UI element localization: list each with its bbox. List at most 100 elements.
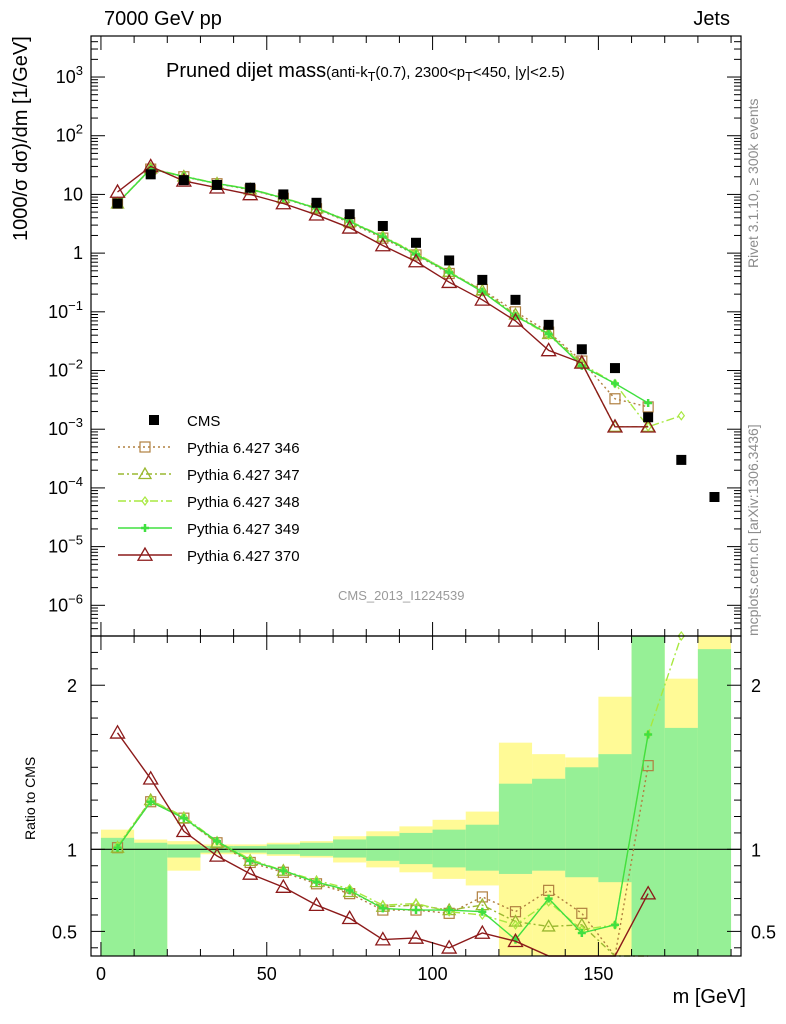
ratio-band-green (432, 829, 466, 868)
x-tick-label: 150 (583, 964, 613, 984)
series-4-ratio-point (441, 939, 458, 954)
ratio-band-green (167, 844, 201, 858)
ratio-uncertainty-bands (100, 636, 732, 956)
series-3-point (610, 379, 619, 388)
series-0-ratio-point (476, 891, 488, 903)
ratio-band-green (465, 824, 499, 871)
series-3-ratio-point (478, 907, 487, 916)
legend-marker-0 (139, 441, 151, 453)
ratio-band-green (598, 754, 632, 883)
series-2-ratio-point (511, 919, 520, 930)
ratio-band-green (697, 649, 732, 956)
legend-marker-2 (141, 496, 149, 506)
series-4-point (374, 237, 391, 252)
cms-data-point (676, 454, 687, 465)
series-4-point (606, 418, 624, 433)
cms-data-point (510, 294, 521, 305)
series-4-ratio-point (341, 909, 358, 925)
series-4-ratio-point (275, 878, 292, 893)
header-collision-label: 7000 GeV pp (104, 8, 222, 30)
ratio-band-green (565, 767, 599, 878)
series-4-ratio-point (507, 932, 524, 948)
ratio-tick-label: 0.5 (52, 922, 77, 942)
ratio-band-green (333, 839, 367, 858)
y-tick-label: 1 (73, 243, 83, 263)
source-info: mcplots.cern.ch [arXiv:1306.3436] (745, 424, 761, 636)
series-4-ratio-point (640, 885, 657, 900)
series-3-point (544, 329, 553, 338)
series-3-ratio-point (113, 843, 122, 852)
series-2-line (116, 167, 682, 428)
ratio-band-green (631, 636, 665, 956)
series-3-ratio-point (345, 886, 354, 895)
x-axis-label: m [GeV] (672, 986, 746, 1008)
series-0-line (116, 168, 649, 408)
legend-marker-3 (141, 524, 149, 532)
generator-info: Rivet 3.1.10, ≥ 300k events (745, 98, 761, 268)
series-3-point (644, 398, 653, 407)
series-4-ratio-point (175, 822, 192, 838)
series-4-point (640, 418, 657, 433)
cms-data-point (311, 197, 322, 208)
series-4-ratio-point (308, 896, 325, 912)
cms-data-point (377, 220, 388, 231)
y-tick-label: 102 (56, 122, 83, 146)
series-4-point (242, 186, 259, 201)
ratio-band-green (366, 836, 400, 861)
series-4-point (308, 206, 325, 221)
series-3-ratio-point (577, 929, 586, 938)
series-1-line (116, 167, 649, 428)
series-3-ratio-point (312, 878, 321, 887)
ratio-band-green (100, 837, 135, 956)
series-3-ratio-point (544, 894, 553, 903)
series-4-ratio-point (374, 931, 391, 946)
cms-data-point (344, 209, 355, 220)
ratio-tick-label-right: 1 (751, 840, 761, 860)
series-4-ratio-point (142, 770, 159, 785)
series-4-point (109, 183, 126, 198)
cms-data-point (145, 169, 156, 180)
series-4-point (474, 291, 491, 306)
cms-data-point (709, 492, 720, 503)
series-4-line (117, 165, 649, 428)
y-tick-label: 10−6 (48, 591, 83, 615)
legend-label-1: Pythia 6.427 347 (187, 467, 300, 484)
x-tick-label: 50 (257, 964, 277, 984)
legend-label-0: Pythia 6.427 346 (187, 440, 300, 457)
series-3-ratio-point (412, 906, 420, 915)
axes: 0 50 100 15010310210110−110−210−310−410−510… (48, 35, 776, 984)
cms-data-point (609, 363, 620, 374)
cms-data-point (212, 179, 223, 190)
legend-marker-4 (136, 546, 154, 561)
series-3-ratio-point (146, 797, 155, 806)
ratio-tick-label-right: 0.5 (751, 922, 776, 942)
series-3-ratio-point (610, 920, 619, 929)
cms-data-point (411, 237, 421, 248)
x-tick-label: 100 (418, 964, 448, 984)
y-tick-label: 10−4 (48, 474, 83, 498)
ratio-frame (90, 635, 742, 957)
cms-data-point (576, 344, 587, 355)
y-tick-label: 10−5 (48, 533, 83, 557)
chart-title: Pruned dijet mass(anti-kT(0.7), 2300<pT<… (166, 60, 565, 84)
series-2-point (677, 410, 686, 421)
analysis-watermark: CMS_2013_I1224539 (338, 588, 465, 603)
series-4-point (341, 219, 358, 234)
cms-data-points (112, 169, 720, 503)
legend-label-3: Pythia 6.427 349 (187, 521, 300, 538)
ratio-tick-label: 2 (67, 676, 77, 696)
series-4-point (407, 253, 425, 268)
legend-cms-label: CMS (187, 413, 220, 430)
cms-data-point (112, 198, 123, 209)
ratio-axis-label: Ratio to CMS (22, 756, 38, 840)
series-1-ratio-point (541, 919, 556, 932)
series-3-ratio-point (378, 904, 387, 913)
series-0-ratio-line (116, 765, 649, 958)
series-3-ratio-point (279, 866, 288, 875)
legend-marker-1 (137, 466, 153, 480)
legend: CMS Pythia 6.427 346 Pythia 6.427 347 Pythi… (118, 413, 300, 565)
legend-cms-marker (149, 415, 159, 425)
series-4-point (441, 273, 458, 289)
series-3-ratio-point (445, 906, 454, 915)
